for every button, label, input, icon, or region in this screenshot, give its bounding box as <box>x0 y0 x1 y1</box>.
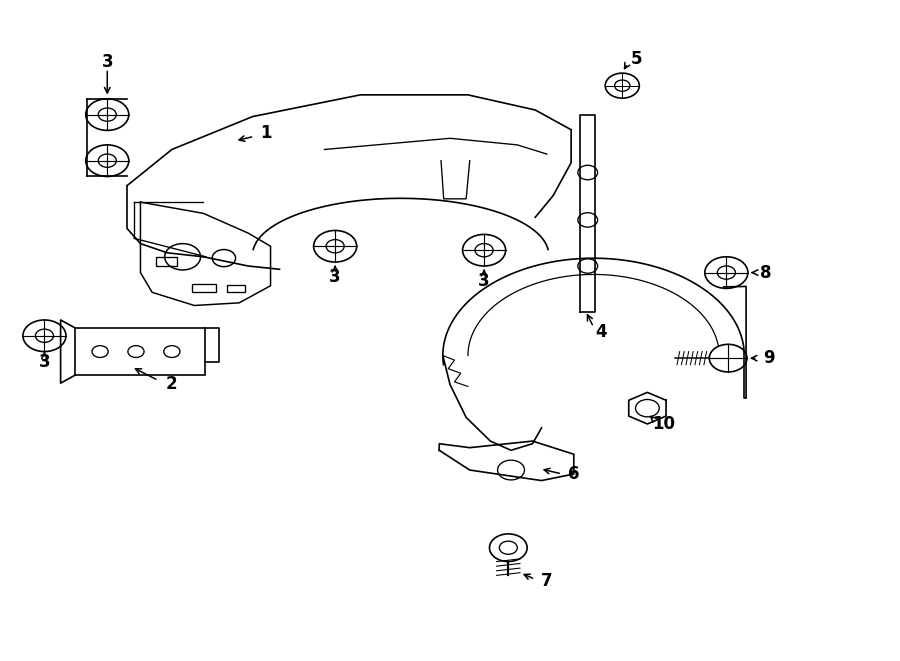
Text: 3: 3 <box>329 268 341 286</box>
Text: 3: 3 <box>39 353 50 371</box>
Text: 1: 1 <box>260 124 272 142</box>
Text: 9: 9 <box>762 349 774 367</box>
Bar <box>156 257 177 266</box>
Text: 3: 3 <box>102 53 113 71</box>
Text: 7: 7 <box>541 572 553 590</box>
Text: 6: 6 <box>568 465 580 483</box>
Text: 8: 8 <box>760 264 771 282</box>
Text: 10: 10 <box>652 415 675 433</box>
Bar <box>193 284 216 292</box>
Bar <box>75 328 205 375</box>
Text: 2: 2 <box>166 375 177 393</box>
Bar <box>228 285 246 292</box>
Text: 4: 4 <box>595 323 607 341</box>
Text: 3: 3 <box>478 272 490 290</box>
Text: 5: 5 <box>631 50 643 68</box>
